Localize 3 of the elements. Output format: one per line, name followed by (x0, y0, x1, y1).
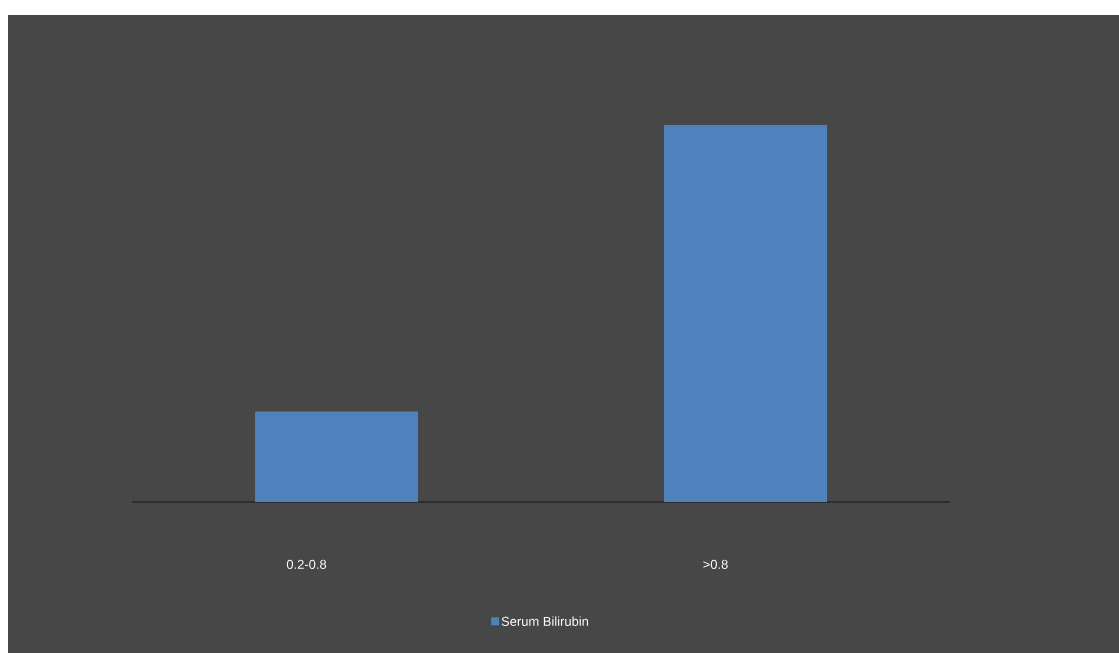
x-tick-label: 0.2-0.8 (286, 559, 327, 569)
x-tick-label: >0.8 (703, 559, 728, 569)
legend-label: Serum Bilirubin (501, 616, 589, 626)
